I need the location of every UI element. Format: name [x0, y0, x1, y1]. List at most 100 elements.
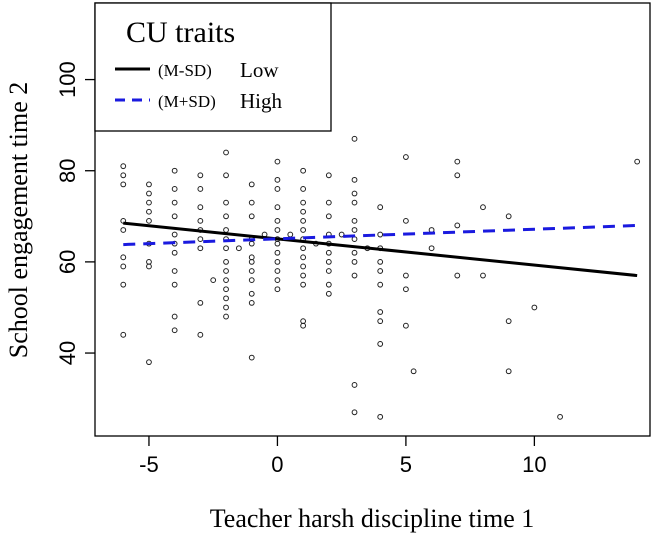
data-point [325, 281, 332, 288]
data-point [197, 236, 204, 242]
data-point [223, 199, 229, 206]
data-point [377, 318, 384, 325]
data-point [480, 204, 486, 211]
data-point [197, 300, 204, 306]
data-point [223, 277, 229, 284]
data-point [287, 231, 294, 238]
data-point [197, 245, 204, 252]
data-point [403, 272, 409, 279]
data-point [171, 231, 178, 238]
data-point [300, 217, 307, 224]
data-point [351, 217, 358, 224]
data-point [351, 249, 358, 256]
data-point [223, 295, 229, 302]
data-point [634, 158, 641, 165]
data-point [325, 258, 332, 265]
data-point [351, 199, 358, 206]
data-point [274, 249, 281, 256]
data-point [454, 222, 461, 229]
data-point [120, 263, 127, 270]
data-point [274, 268, 281, 274]
data-point [274, 258, 281, 265]
data-point [351, 135, 358, 142]
data-point [274, 227, 281, 233]
data-point [248, 258, 255, 265]
y-axis: 40 60 80 100 [55, 61, 95, 365]
data-point [120, 281, 127, 288]
legend-key-high: (M+SD) [158, 92, 216, 111]
data-point [120, 181, 127, 188]
data-point [248, 213, 255, 220]
y-tick-label: 80 [55, 158, 80, 182]
data-point [403, 217, 409, 224]
data-point [223, 286, 229, 293]
data-point [377, 309, 384, 315]
data-point [377, 281, 384, 288]
data-point [197, 186, 204, 192]
data-point [223, 149, 229, 156]
data-point [197, 217, 204, 224]
data-point [557, 413, 563, 420]
data-point [171, 249, 178, 256]
data-point [120, 163, 127, 170]
data-point [403, 154, 409, 160]
data-point [146, 181, 152, 188]
data-point [300, 322, 307, 329]
data-point [351, 190, 358, 197]
data-point [248, 290, 255, 297]
data-point [300, 199, 307, 206]
x-axis-title: Teacher harsh discipline time 1 [210, 504, 535, 533]
data-point [146, 199, 152, 206]
data-point [146, 359, 152, 366]
data-point [248, 354, 255, 361]
x-axis: -5 0 5 10 [139, 436, 547, 477]
data-point [171, 281, 178, 288]
x-tick-label: -5 [139, 452, 159, 477]
data-point [274, 240, 281, 247]
data-point [403, 322, 409, 329]
data-point [223, 213, 229, 220]
data-point [274, 176, 281, 183]
x-tick-label: 10 [522, 452, 546, 477]
line-low-cu [123, 221, 638, 278]
data-point [274, 277, 281, 284]
data-point [171, 268, 178, 274]
data-point [223, 313, 229, 320]
data-point [351, 258, 358, 265]
data-point [377, 341, 384, 347]
data-point [377, 413, 384, 420]
data-point [351, 382, 358, 388]
legend-label-low: Low [240, 58, 279, 82]
data-point [410, 368, 417, 375]
data-point [300, 281, 307, 288]
data-point [377, 231, 384, 238]
data-point [171, 167, 178, 174]
data-point [351, 227, 358, 233]
data-point [223, 304, 229, 311]
data-point [223, 227, 229, 233]
data-point [223, 245, 229, 252]
data-point [300, 254, 307, 261]
data-point [248, 199, 255, 206]
x-tick-label: 0 [271, 452, 283, 477]
data-point [454, 158, 461, 165]
data-point [120, 331, 127, 338]
data-point [300, 167, 307, 174]
data-point [480, 272, 486, 279]
legend-title: CU traits [126, 16, 235, 49]
scatter-points [120, 135, 641, 420]
data-point [325, 268, 332, 274]
legend-label-high: High [240, 89, 283, 113]
data-point [223, 258, 229, 265]
line-high-cu [123, 223, 638, 247]
data-point [351, 176, 358, 183]
data-point [300, 208, 307, 215]
y-tick-label: 100 [55, 61, 80, 98]
data-point [300, 245, 307, 252]
data-point [274, 286, 281, 293]
data-point [274, 204, 281, 211]
data-point [505, 213, 512, 220]
data-point [377, 204, 384, 211]
data-point [505, 318, 512, 325]
